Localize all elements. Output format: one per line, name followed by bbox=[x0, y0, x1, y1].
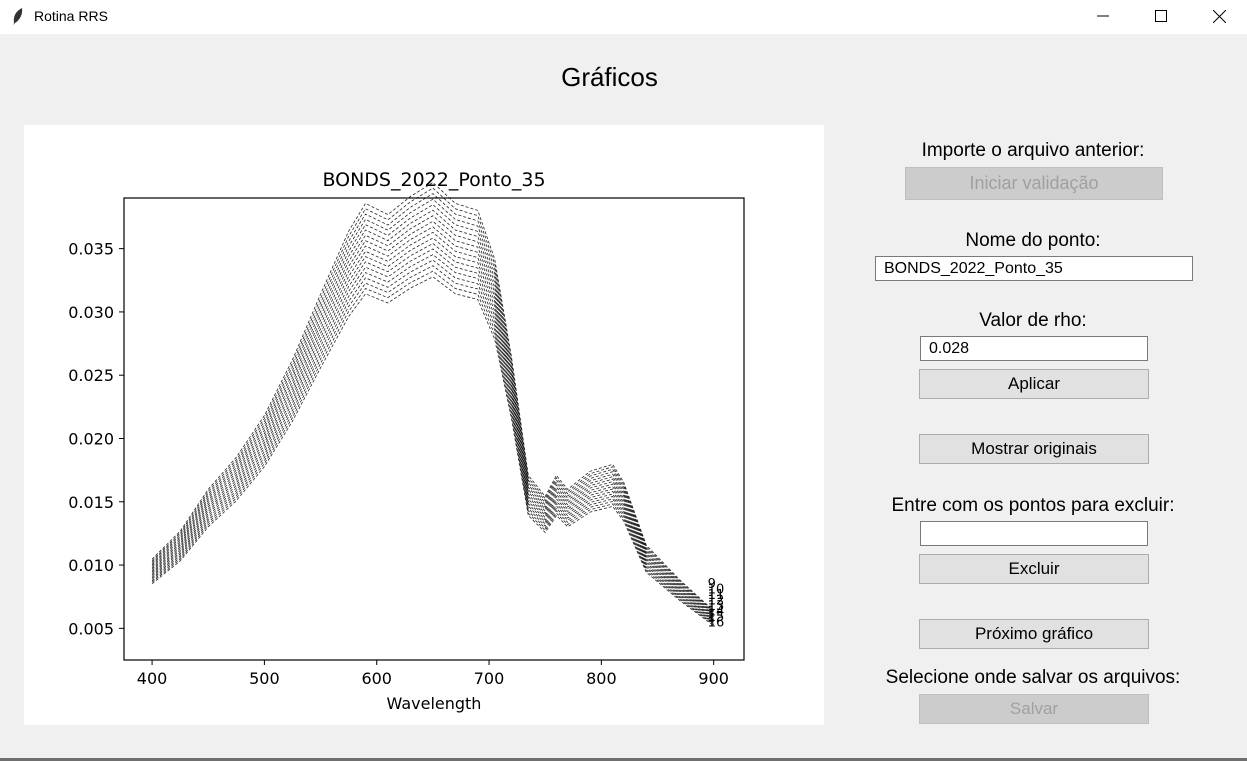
end-label-14: 14 bbox=[708, 605, 725, 620]
spectrum-line-15 bbox=[151, 198, 714, 614]
window-title: Rotina RRS bbox=[34, 8, 108, 24]
spectrum-line-1 bbox=[151, 276, 714, 627]
spectrum-line-9 bbox=[151, 231, 714, 620]
end-label-15: 15 bbox=[708, 610, 725, 625]
save-location-label: Selecione onde salvar os arquivos: bbox=[885, 667, 1181, 688]
y-tick-label: 0.010 bbox=[68, 556, 114, 575]
exclude-label: Entre com os pontos para excluir: bbox=[891, 495, 1175, 516]
point-name-label: Nome do ponto: bbox=[965, 230, 1101, 251]
end-label-10: 10 bbox=[708, 583, 725, 598]
close-button[interactable] bbox=[1190, 0, 1247, 32]
spectrum-line-12 bbox=[151, 215, 714, 617]
x-tick-label: 700 bbox=[474, 669, 505, 688]
exclude-input[interactable] bbox=[920, 521, 1148, 546]
chart-title: BONDS_2022_Ponto_35 bbox=[322, 169, 545, 191]
end-label-16: 16 bbox=[708, 616, 725, 631]
start-validation-button[interactable]: Iniciar validação bbox=[905, 167, 1163, 200]
y-tick-label: 0.025 bbox=[68, 366, 114, 385]
chart-panel: BONDS_2022_Ponto_35 Wavelength 9 10 11 12 13 14… bbox=[24, 125, 824, 725]
x-tick-label: 900 bbox=[698, 669, 729, 688]
y-tick-label: 0.015 bbox=[68, 493, 114, 512]
spectrum-line-18 bbox=[151, 181, 714, 611]
spectrum-line-13 bbox=[151, 209, 714, 616]
minimize-button[interactable] bbox=[1074, 0, 1132, 32]
plot-frame bbox=[123, 197, 745, 661]
spectrum-line-7 bbox=[151, 243, 714, 621]
rho-input[interactable] bbox=[920, 336, 1148, 361]
show-originals-button[interactable]: Mostrar originais bbox=[919, 434, 1149, 464]
spectrum-line-3 bbox=[151, 265, 714, 625]
y-tick-label: 0.035 bbox=[68, 240, 114, 259]
x-tick-label: 400 bbox=[137, 669, 168, 688]
spectrum-line-10 bbox=[151, 226, 714, 619]
x-tick-label: 800 bbox=[586, 669, 617, 688]
close-icon bbox=[1212, 9, 1226, 23]
y-tick-label: 0.030 bbox=[68, 303, 114, 322]
rho-label: Valor de rho: bbox=[979, 310, 1087, 331]
save-button[interactable]: Salvar bbox=[919, 694, 1149, 724]
spectrum-line-2 bbox=[151, 270, 714, 626]
spectrum-line-14 bbox=[151, 204, 714, 615]
end-label-12: 12 bbox=[708, 594, 725, 609]
title-bar: Rotina RRS bbox=[0, 0, 1247, 34]
spectrum-line-17 bbox=[151, 187, 714, 612]
x-tick-label: 600 bbox=[361, 669, 392, 688]
x-axis-label: Wavelength bbox=[387, 694, 482, 713]
spectrum-line-5 bbox=[151, 254, 714, 623]
exclude-button[interactable]: Excluir bbox=[919, 554, 1149, 584]
window-bottom-edge bbox=[0, 758, 1247, 761]
spectrum-line-6 bbox=[151, 248, 714, 622]
end-label-13: 13 bbox=[708, 599, 725, 614]
page-title: Gráficos bbox=[561, 62, 658, 92]
spectrum-line-4 bbox=[151, 259, 714, 624]
maximize-icon bbox=[1155, 10, 1167, 22]
apply-button[interactable]: Aplicar bbox=[919, 369, 1149, 399]
spectra-chart: BONDS_2022_Ponto_35 Wavelength 91011121314… bbox=[68, 169, 745, 713]
end-label-9: 9 bbox=[708, 577, 716, 592]
import-label: Importe o arquivo anterior: bbox=[921, 140, 1145, 161]
next-chart-button[interactable]: Próximo gráfico bbox=[919, 619, 1149, 649]
minimize-icon bbox=[1097, 15, 1109, 17]
end-label-11: 11 bbox=[708, 588, 725, 603]
spectrum-line-16 bbox=[151, 193, 714, 613]
feather-icon bbox=[13, 8, 23, 25]
spectrum-line-8 bbox=[151, 237, 714, 620]
x-tick-label: 500 bbox=[249, 669, 280, 688]
y-tick-label: 0.005 bbox=[68, 619, 114, 638]
y-tick-label: 0.020 bbox=[68, 429, 114, 448]
spectrum-line-11 bbox=[151, 220, 714, 618]
point-name-input[interactable] bbox=[875, 256, 1193, 281]
maximize-button[interactable] bbox=[1132, 0, 1190, 32]
